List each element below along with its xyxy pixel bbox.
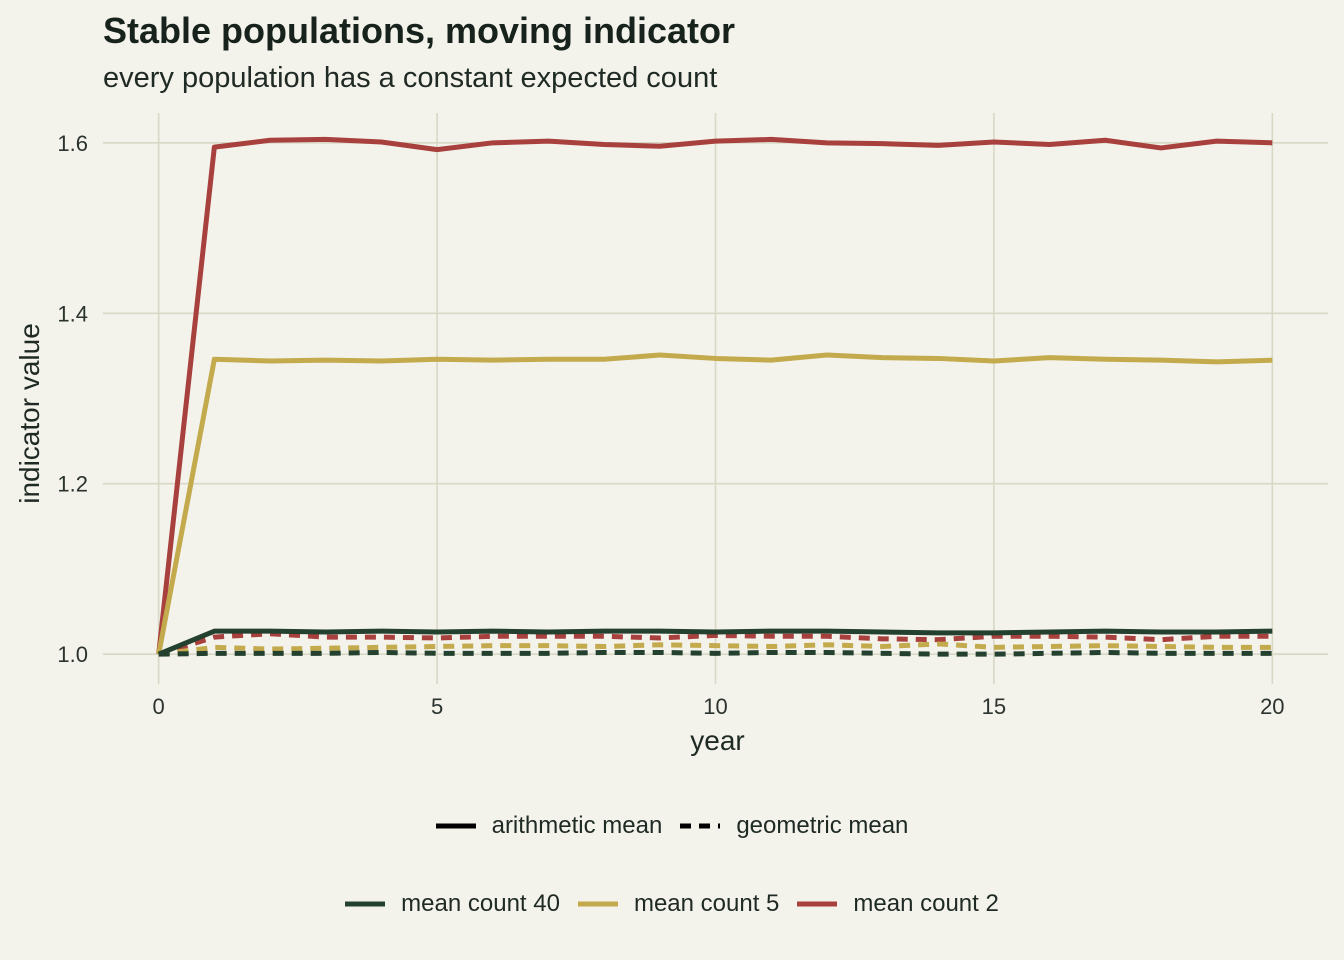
color-key-5 [577,899,618,909]
legend-item-geometric-mean: geometric mean [680,812,908,840]
dashed-line-key [680,821,721,831]
solid-line-key [435,821,476,831]
series-line-mean-count-40-arithmetic [157,628,1273,657]
legend-item-mean-count-5: mean count 5 [577,890,780,918]
chart-title: Stable populations, moving indicator [103,10,736,51]
legend-item-arithmetic-mean: arithmetic mean [435,812,663,840]
linetype-legend: arithmetic mean geometric mean [0,812,1344,840]
y-tick-label: 1.6 [57,131,88,156]
y-axis-title: indicator value [14,323,45,504]
x-tick-label: 0 [153,694,165,719]
series-line-mean-count-40-geometric [158,649,1273,657]
legend-label-arithmetic-mean: arithmetic mean [491,812,663,839]
y-tick-label: 1.2 [57,472,88,497]
x-tick-label: 15 [982,694,1006,719]
series-line-mean-count-2-arithmetic [156,136,1273,655]
series-line-mean-count-5-arithmetic [156,352,1273,655]
color-key-2 [797,899,838,909]
x-tick-label: 20 [1260,694,1284,719]
x-tick-label: 10 [703,694,727,719]
legend-label-mean-count-5: mean count 5 [633,890,780,917]
legend-label-mean-count-2: mean count 2 [853,890,999,917]
series-line-mean-count-2-geometric [157,631,1273,657]
color-key-40 [345,899,386,909]
x-tick-label: 5 [431,694,443,719]
y-tick-label: 1.0 [57,642,88,667]
x-axis-title: year [690,725,744,756]
y-tick-label: 1.4 [57,301,88,326]
legend-item-mean-count-40: mean count 40 [345,890,560,918]
chart-subtitle: every population has a constant expected… [103,62,718,94]
series-line-mean-count-5-geometric [158,641,1273,657]
color-legend: mean count 40 mean count 5 mean count 2 [0,890,1344,918]
legend-label-mean-count-40: mean count 40 [401,890,560,917]
legend-label-geometric-mean: geometric mean [736,812,909,839]
legend-item-mean-count-2: mean count 2 [797,890,999,918]
